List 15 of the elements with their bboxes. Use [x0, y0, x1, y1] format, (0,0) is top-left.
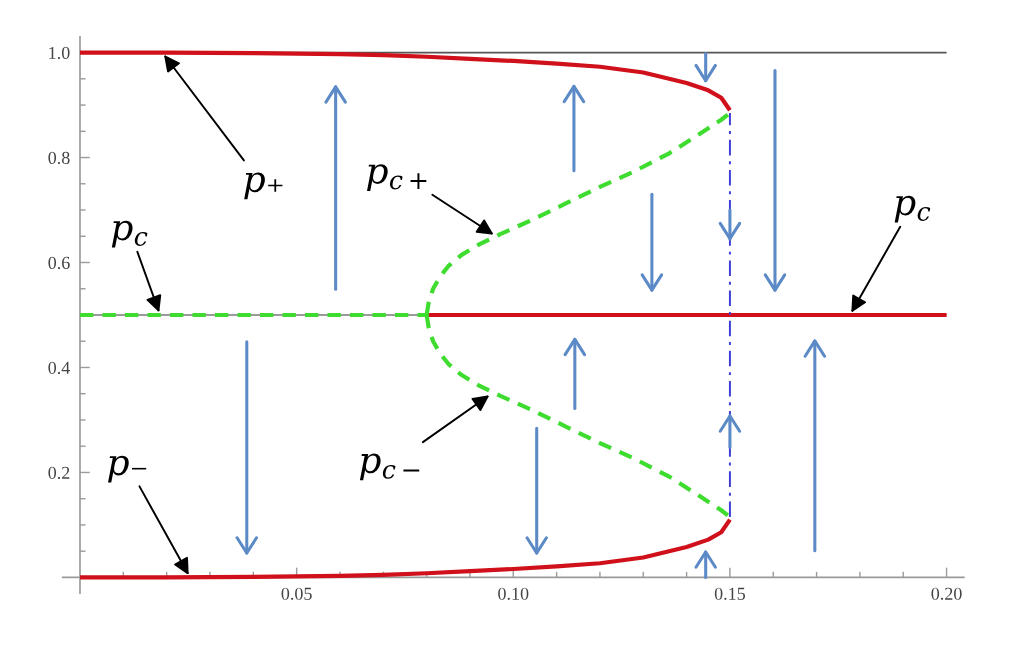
annotation: p$_{c−}$ [359, 453, 420, 481]
y-tick-label: 0.6 [48, 256, 70, 270]
annotation: p$_{c}$ [111, 220, 148, 248]
y-tick-label: 1.0 [49, 46, 70, 60]
annotation: p$_{c+}$ [367, 164, 427, 191]
x-tick-label: 0.10 [498, 587, 529, 600]
x-tick-label: 0.05 [281, 587, 312, 600]
x-tick-label: 0.15 [714, 587, 746, 600]
y-tick-label: 0.4 [48, 361, 70, 374]
x-tick-label: 0.20 [931, 587, 962, 600]
annotation: p₋ [108, 455, 147, 483]
y-tick-label: 0.2 [48, 466, 70, 479]
y-tick-label: 0.8 [48, 151, 70, 165]
annotation: p₊ [244, 172, 283, 200]
annotation: p$_{c}$ [894, 195, 931, 223]
